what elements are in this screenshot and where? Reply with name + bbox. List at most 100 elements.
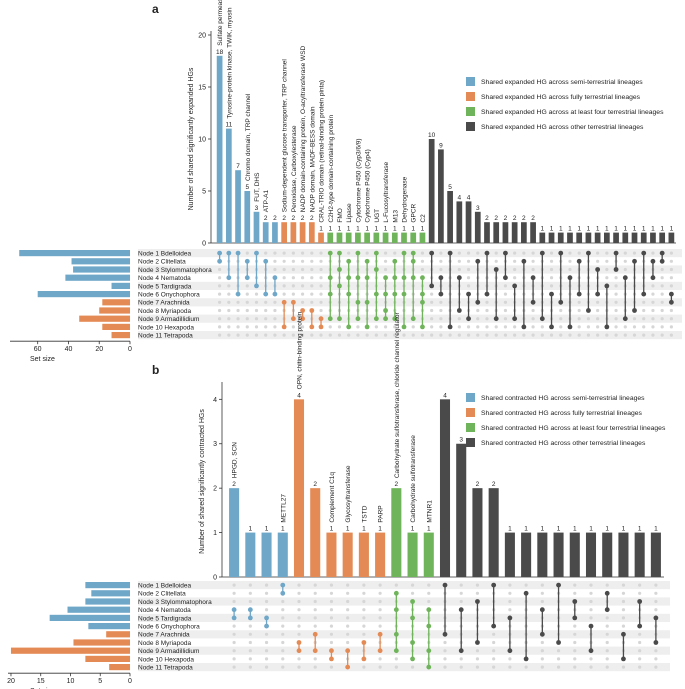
panel-b-matrix-empty-dot bbox=[508, 665, 512, 669]
panel-a-matrix-empty-dot bbox=[513, 267, 517, 272]
panel-b-matrix-empty-dot bbox=[394, 657, 398, 661]
panel-b-node-label: Node 9 Armadillidium bbox=[138, 648, 199, 655]
panel-a-matrix-empty-dot bbox=[300, 267, 305, 272]
panel-a-bar-value-label: 11 bbox=[225, 122, 232, 129]
panel-a-matrix-empty-dot bbox=[522, 251, 526, 255]
panel-b-matrix-empty-dot bbox=[281, 632, 285, 636]
panel-b-matrix-empty-dot bbox=[589, 665, 593, 669]
panel-a-matrix-empty-dot bbox=[596, 251, 600, 255]
panel-a-matrix-dot bbox=[355, 299, 361, 305]
panel-a-matrix-dot bbox=[586, 250, 591, 256]
panel-a-bar bbox=[585, 232, 592, 243]
panel-a-matrix-empty-dot bbox=[264, 251, 268, 255]
panel-b-matrix-empty-dot bbox=[540, 665, 544, 669]
panel-b-matrix-empty-dot bbox=[605, 583, 609, 587]
panel-a-matrix-empty-dot bbox=[596, 333, 600, 337]
panel-a-bar bbox=[640, 232, 647, 243]
panel-b-matrix-empty-dot bbox=[248, 657, 252, 661]
panel-a-bar bbox=[308, 222, 315, 243]
panel-a-matrix-empty-dot bbox=[273, 325, 277, 329]
panel-b-matrix-empty-dot bbox=[232, 657, 236, 661]
panel-b-y-tick-label: 0 bbox=[213, 575, 217, 582]
panel-a-matrix-empty-dot bbox=[310, 276, 314, 280]
panel-a-bar-annotation: NADP domain-containing protein, O-acyltr… bbox=[300, 45, 307, 212]
panel-b-matrix-empty-dot bbox=[264, 657, 269, 661]
panel-a-matrix-empty-dot bbox=[577, 325, 581, 329]
panel-a-matrix-empty-dot bbox=[466, 284, 471, 288]
panel-b-matrix-empty-dot bbox=[329, 608, 334, 612]
panel-a-matrix-dot bbox=[217, 258, 223, 264]
panel-a-matrix-empty-dot bbox=[494, 333, 498, 337]
panel-a-matrix-dot bbox=[346, 275, 352, 281]
panel-b-matrix-empty-dot bbox=[427, 591, 431, 595]
panel-a-bar-value-label: 5 bbox=[448, 184, 452, 191]
panel-a-matrix-empty-dot bbox=[300, 251, 305, 255]
panel-a-matrix-empty-dot bbox=[540, 325, 544, 329]
panel-a-bar bbox=[613, 232, 619, 243]
panel-b-matrix-dot bbox=[426, 623, 432, 629]
panel-a-bar-value-label: 3 bbox=[255, 205, 259, 212]
panel-a-bar-value-label: 9 bbox=[439, 142, 443, 149]
panel-a-bar-annotation: Sulfate permease, cathepsin B-like cyste… bbox=[217, 0, 224, 46]
panel-b-set-size-tick-label: 0 bbox=[128, 678, 132, 685]
panel-a-matrix-empty-dot bbox=[651, 333, 655, 337]
panel-a-matrix-empty-dot bbox=[430, 325, 434, 329]
panel-a-matrix-empty-dot bbox=[586, 325, 591, 329]
panel-a-bar bbox=[548, 232, 555, 243]
panel-b-matrix-empty-dot bbox=[378, 657, 382, 661]
panel-a-set-size-bar bbox=[79, 315, 130, 322]
panel-b-bar-value-label: 2 bbox=[492, 481, 496, 488]
panel-b-matrix-empty-dot bbox=[281, 649, 285, 653]
panel-a-bar-value-label: 1 bbox=[633, 226, 637, 233]
panel-b-matrix-dot bbox=[264, 623, 269, 629]
panel-b-matrix-empty-dot bbox=[443, 649, 447, 653]
panel-b-matrix-empty-dot bbox=[346, 640, 350, 645]
panel-a-matrix-dot bbox=[373, 250, 379, 256]
panel-a-matrix-dot bbox=[475, 258, 481, 264]
panel-a-matrix-empty-dot bbox=[319, 333, 323, 337]
panel-a-matrix-empty-dot bbox=[218, 267, 222, 272]
panel-a-matrix-empty-dot bbox=[577, 317, 581, 321]
panel-b-bar-annotation: OPN, chitin-binding protein bbox=[297, 311, 304, 389]
panel-b-matrix-empty-dot bbox=[378, 583, 382, 587]
panel-b-matrix-dot bbox=[426, 664, 432, 670]
panel-a-matrix-empty-dot bbox=[227, 317, 231, 321]
panel-a-matrix-dot bbox=[309, 308, 315, 313]
panel-b-y-tick-label: 2 bbox=[213, 486, 217, 493]
panel-b-matrix-empty-dot bbox=[362, 632, 366, 636]
panel-b-matrix-empty-dot bbox=[492, 649, 496, 653]
panel-b-matrix-dot bbox=[604, 590, 610, 596]
panel-b-matrix-empty-dot bbox=[281, 657, 285, 661]
panel-b-bar-value-label: 1 bbox=[508, 526, 512, 533]
panel-b-matrix-empty-dot bbox=[264, 583, 269, 587]
panel-b-matrix-empty-dot bbox=[297, 657, 301, 661]
panel-b-bar bbox=[358, 532, 369, 577]
panel-b-legend-label: Shared contracted HG across other terres… bbox=[481, 440, 646, 447]
panel-a-bar bbox=[493, 222, 500, 243]
panel-a-matrix-dot bbox=[484, 250, 490, 256]
panel-a-matrix-empty-dot bbox=[503, 284, 508, 288]
panel-a-matrix-empty-dot bbox=[660, 267, 664, 272]
panel-b-matrix-dot bbox=[523, 656, 529, 662]
panel-a-matrix-empty-dot bbox=[254, 317, 259, 321]
panel-a-matrix-dot bbox=[318, 324, 324, 330]
panel-b-matrix-dot bbox=[637, 599, 643, 604]
panel-a-matrix-empty-dot bbox=[300, 259, 305, 263]
panel-a-matrix-dot bbox=[254, 250, 259, 256]
panel-b-matrix-dot bbox=[329, 648, 334, 654]
panel-b-matrix-empty-dot bbox=[248, 665, 252, 669]
panel-b-matrix-empty-dot bbox=[232, 649, 236, 653]
panel-a-bar-annotation: FMO bbox=[337, 208, 344, 222]
panel-a-matrix-dot bbox=[401, 291, 407, 297]
panel-a-matrix-empty-dot bbox=[651, 251, 655, 255]
panel-a-bar bbox=[456, 201, 463, 243]
panel-a-bar bbox=[235, 170, 241, 243]
panel-a-matrix-empty-dot bbox=[669, 251, 673, 255]
panel-b-matrix-empty-dot bbox=[427, 583, 431, 587]
panel-a-matrix-empty-dot bbox=[300, 300, 305, 304]
panel-a-matrix-dot bbox=[318, 316, 324, 322]
panel-b-bar bbox=[261, 532, 272, 577]
panel-a-y-axis-label: Number of shared significantly expanded … bbox=[188, 67, 195, 210]
panel-b-set-size-bar bbox=[109, 664, 130, 671]
